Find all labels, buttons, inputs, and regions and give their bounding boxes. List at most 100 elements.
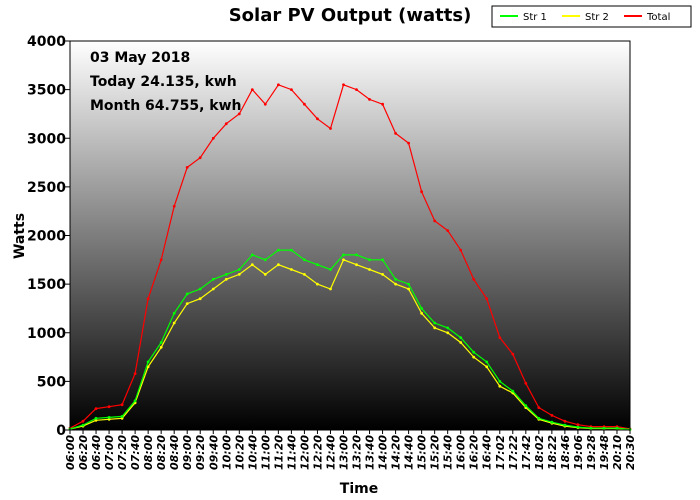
data-point [446,331,450,335]
x-tick-label: 08:40 [168,435,181,470]
series-line [69,259,631,431]
data-point [524,404,528,408]
data-point [498,380,502,383]
data-point [263,273,267,276]
data-point [107,405,111,409]
data-point [537,406,541,409]
data-point [498,336,502,339]
data-point [420,307,423,310]
data-point [563,423,567,427]
data-point [133,372,137,375]
y-tick-label: 3500 [27,83,66,99]
x-tick-label: 07:00 [103,435,116,470]
data-point [368,98,371,101]
y-tick-label: 4000 [27,34,66,50]
data-point [303,102,306,106]
data-point [224,122,228,126]
x-tick-label: 15:20 [429,435,442,470]
data-point [316,282,319,286]
data-point [342,83,345,87]
data-point [420,311,423,315]
data-point [433,326,437,330]
x-tick-label: 16:00 [455,435,468,470]
data-point [381,273,384,276]
data-point [420,190,423,194]
x-tick-label: 19:06 [572,435,585,470]
data-point [263,258,267,262]
data-point [368,258,371,262]
data-point [120,415,124,418]
x-tick-label: 11:40 [285,435,298,470]
data-point [381,102,384,106]
data-point [563,419,567,423]
x-tick-label: 17:02 [494,435,507,470]
chart-title: Solar PV Output (watts) [229,5,472,26]
data-point [485,360,489,364]
data-point [433,219,437,223]
x-tick-label: 18:22 [546,435,559,470]
data-point [81,423,85,427]
data-point [146,297,150,301]
data-point [94,416,98,420]
data-point [159,258,163,262]
data-point [342,258,345,262]
x-tick-label: 12:20 [311,435,324,470]
data-point [198,287,202,291]
data-point [407,282,410,286]
data-point [146,365,150,369]
data-point [198,156,202,160]
data-point [589,426,593,430]
data-point [172,321,176,325]
data-point [290,268,293,271]
data-point [290,88,293,91]
data-point [485,297,489,301]
x-tick-label: 10:20 [233,435,246,470]
data-point [211,287,215,291]
data-point [446,229,450,233]
data-point [485,365,489,369]
data-point [277,83,280,87]
x-tick-label: 08:20 [155,435,168,470]
y-tick-label: 2000 [27,229,66,245]
data-point [237,273,241,276]
x-axis-label: Time [340,481,378,497]
data-point [355,253,358,257]
x-tick-label: 10:40 [246,435,259,470]
y-tick-label: 2500 [27,180,66,196]
data-point [211,277,215,281]
legend-label: Str 2 [585,12,609,23]
x-axis: 06:00 06:20 06:40 07:00 07:20 07:40 08:00 08:20… [64,430,637,470]
series-layer [68,83,632,431]
x-tick-label: 06:20 [77,435,90,470]
legend-label: Str 1 [523,12,547,23]
data-point [381,258,384,262]
data-point [250,253,254,257]
data-point [120,403,124,407]
data-point [459,248,463,252]
data-point [576,425,580,429]
x-tick-label: 09:00 [181,435,194,470]
data-point [602,426,606,430]
annotation-text: 03 May 2018 [90,50,190,66]
x-tick-label: 14:00 [377,435,390,470]
data-point [237,112,241,116]
x-tick-label: 06:00 [64,435,77,470]
data-point [368,268,371,271]
data-point [329,127,332,130]
data-point [172,204,176,208]
data-point [237,268,241,271]
x-tick-label: 14:20 [390,435,403,470]
series-line [69,84,631,430]
data-point [224,273,228,276]
data-point [211,136,215,140]
data-point [277,263,280,267]
x-tick-label: 09:40 [207,435,220,470]
x-tick-label: 13:20 [351,435,364,470]
data-point [316,263,319,267]
data-point [511,389,515,393]
data-point [107,416,111,419]
series-line [69,249,631,431]
y-tick-label: 0 [56,423,66,439]
data-point [290,248,293,252]
